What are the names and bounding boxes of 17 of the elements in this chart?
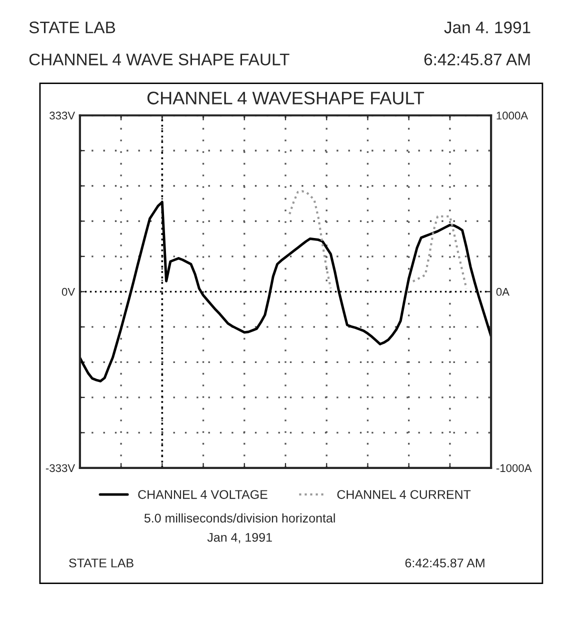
y2-tick-label: 0A — [496, 288, 510, 296]
y2-tick-label: -1000A — [496, 464, 532, 472]
legend-label: CHANNEL 4 CURRENT — [337, 490, 471, 499]
text: STATE LAB — [29, 22, 116, 34]
text: 6:42:45.87 AM — [405, 558, 484, 568]
text: 5.0 milliseconds/division horizontal — [144, 513, 335, 523]
y2-tick-label: 1000A — [496, 112, 528, 120]
text: 6:42:45.87 AM — [424, 54, 530, 66]
text: CHANNEL 4 WAVE SHAPE FAULT — [29, 54, 290, 66]
y-tick-label: -333V — [46, 464, 76, 472]
chart-title: CHANNEL 4 WAVESHAPE FAULT — [147, 92, 424, 104]
text: Jan 4. 1991 — [444, 22, 530, 34]
legend-label: CHANNEL 4 VOLTAGE — [138, 490, 268, 499]
text: STATE LAB — [69, 558, 134, 568]
y-tick-label: 333V — [50, 112, 76, 120]
text: Jan 4, 1991 — [207, 532, 272, 544]
y-tick-label: 0V — [62, 288, 76, 296]
